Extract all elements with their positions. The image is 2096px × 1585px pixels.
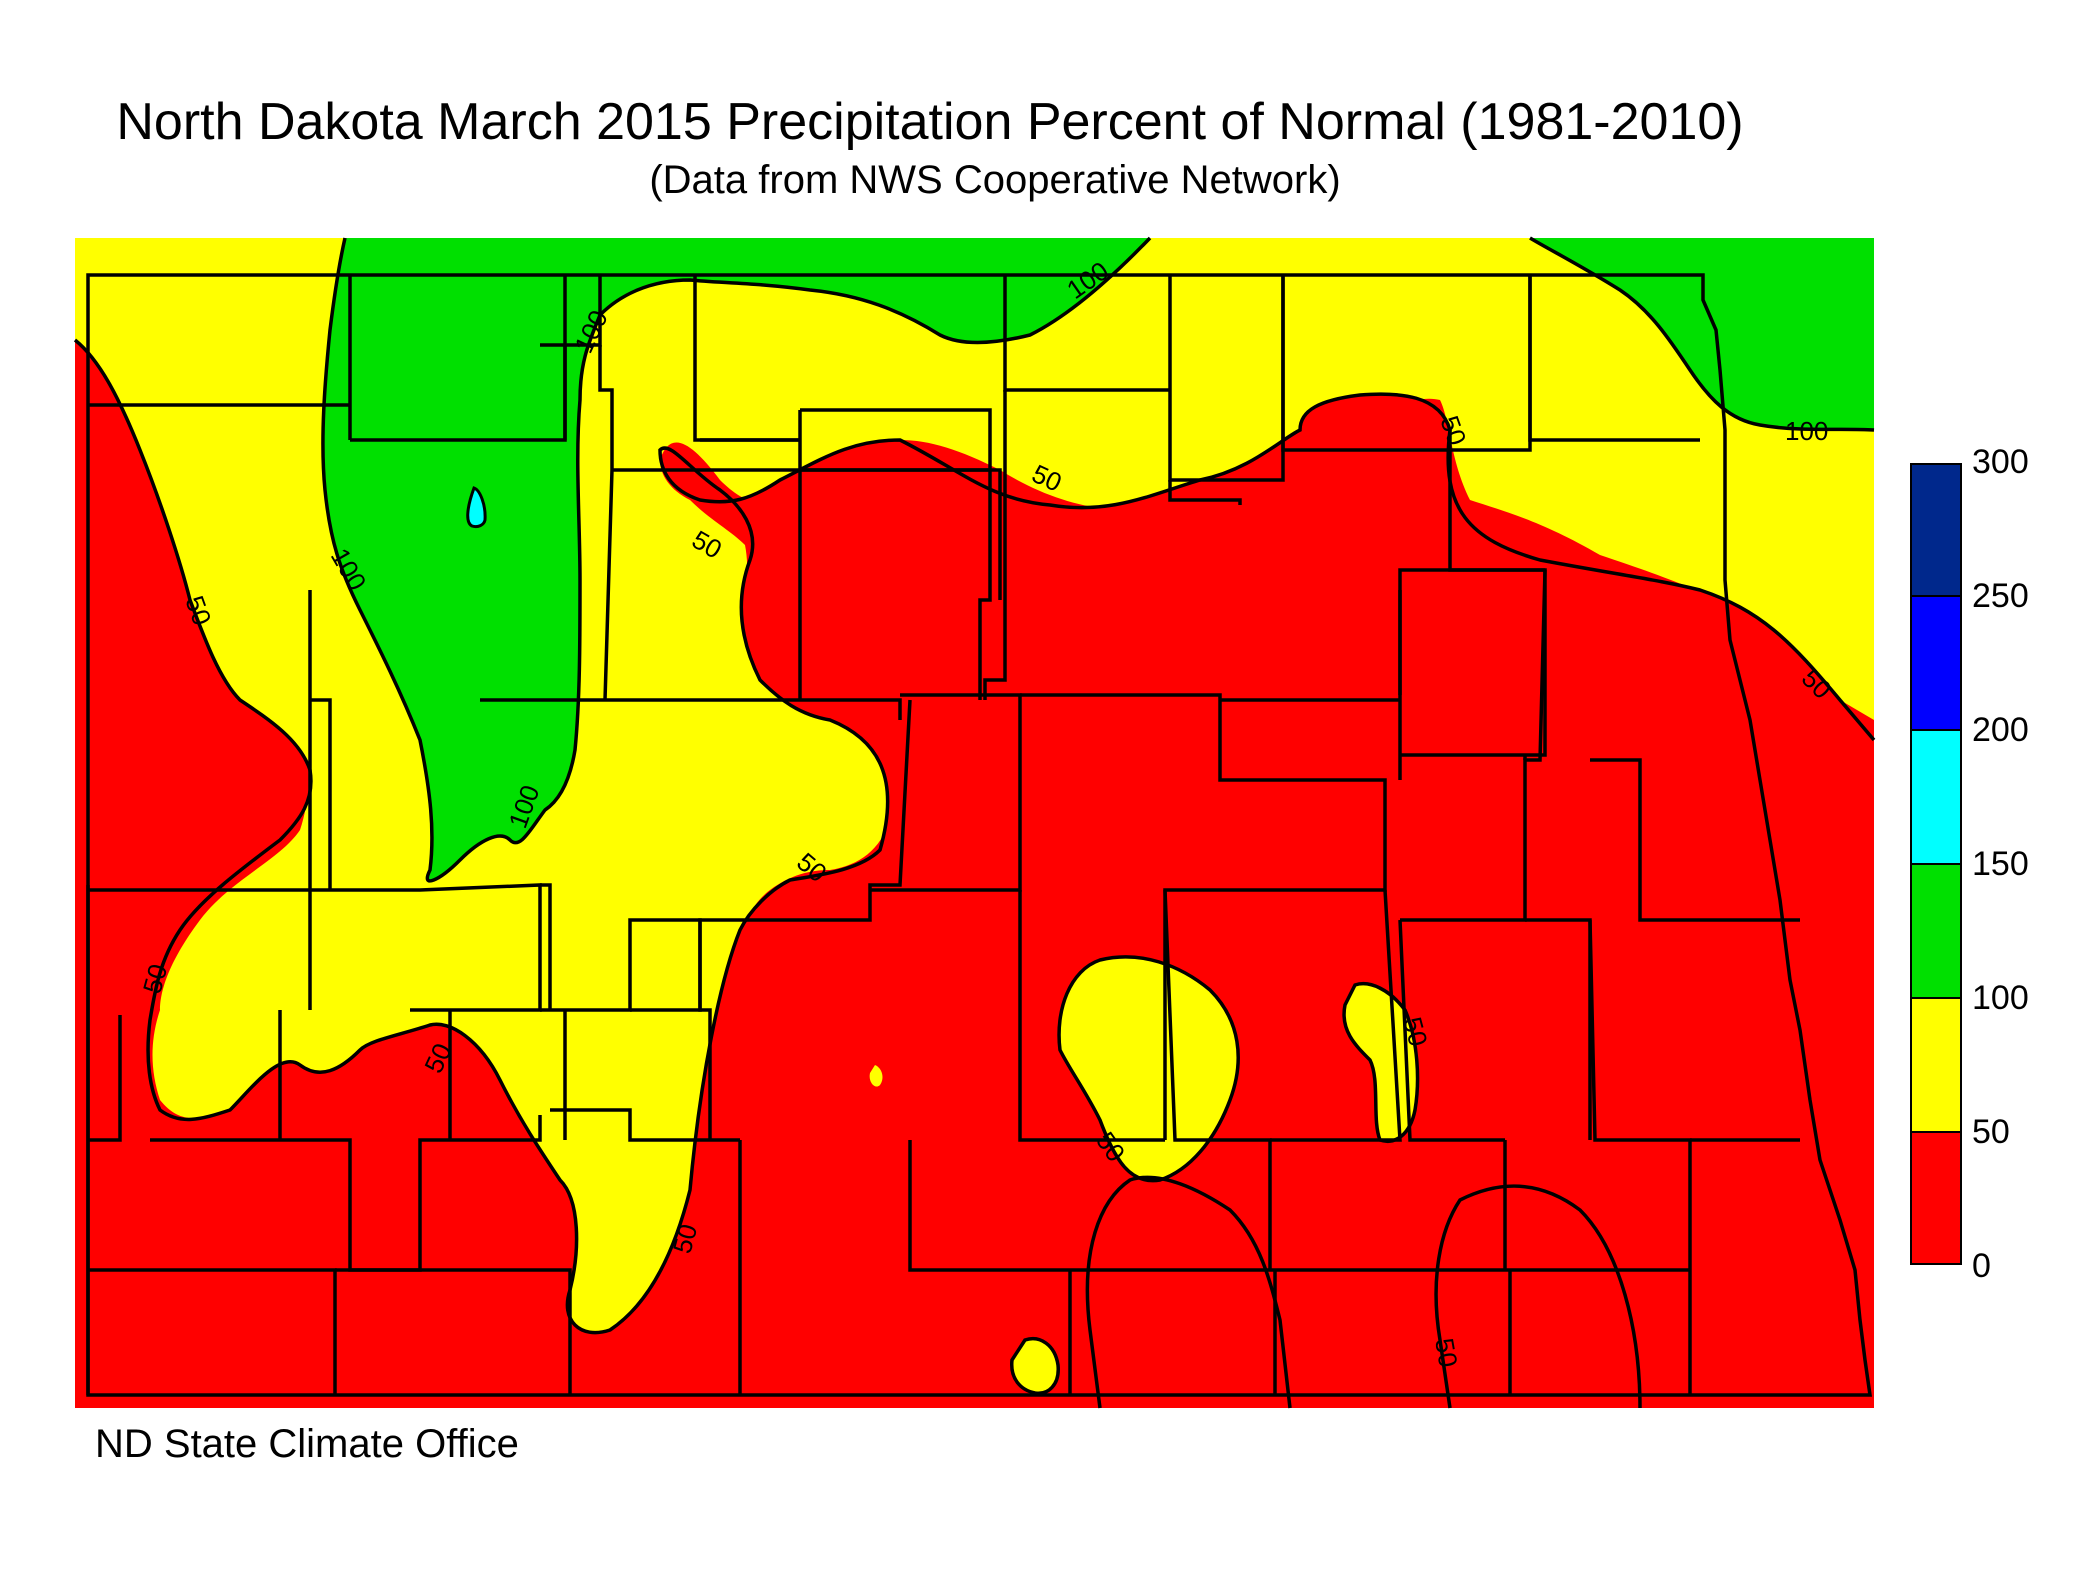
legend-tick-100: 100 [1972,979,2029,1017]
region-150-200-lake [466,486,487,529]
map-subtitle: (Data from NWS Cooperative Network) [649,158,1341,202]
map-title: North Dakota March 2015 Precipitation Pe… [116,93,1744,151]
legend-bin-0-50 [1910,1131,1962,1265]
contour-50-central-island [1057,955,1240,1183]
credit-text: ND State Climate Office [95,1422,519,1466]
contour-label: 100 [1785,416,1828,446]
region-50-100-central-island [1059,956,1239,1181]
legend-bin-50-100 [1910,997,1962,1133]
region-100-150-northwest [322,238,1150,881]
contour-50-south-island [1010,1337,1060,1395]
legend-tick-150: 150 [1972,845,2029,883]
contour-100-northwest [321,236,1152,883]
color-legend: 300 250 200 150 100 50 0 [1910,443,2029,1285]
contour-100-northeast [1529,236,1875,432]
legend-tick-0: 0 [1972,1247,1991,1285]
contour-50-southeast [1434,1184,1642,1409]
contour-50-south [1085,1175,1292,1409]
region-below-50-west [75,340,311,1110]
county-boundaries [86,273,1873,1397]
contour-50-east-island [1342,982,1420,1143]
legend-bin-150-200 [1910,729,1962,865]
legend-tick-250: 250 [1972,577,2029,615]
legend-tick-300: 300 [1972,443,2029,481]
legend-bin-100-150 [1910,863,1962,999]
region-below-50-north [660,398,1874,1408]
region-50-100-small-island [869,1065,883,1087]
contour-50-northwest [73,338,1876,1335]
region-50-100-south-island [1011,1338,1059,1394]
contour-lines [73,236,1876,1409]
legend-bin-250-300 [1910,463,1962,597]
legend-tick-200: 200 [1972,711,2029,749]
legend-bin-200-250 [1910,595,1962,731]
legend-tick-50: 50 [1972,1113,2010,1151]
contour-label: 50 [1429,1336,1464,1370]
